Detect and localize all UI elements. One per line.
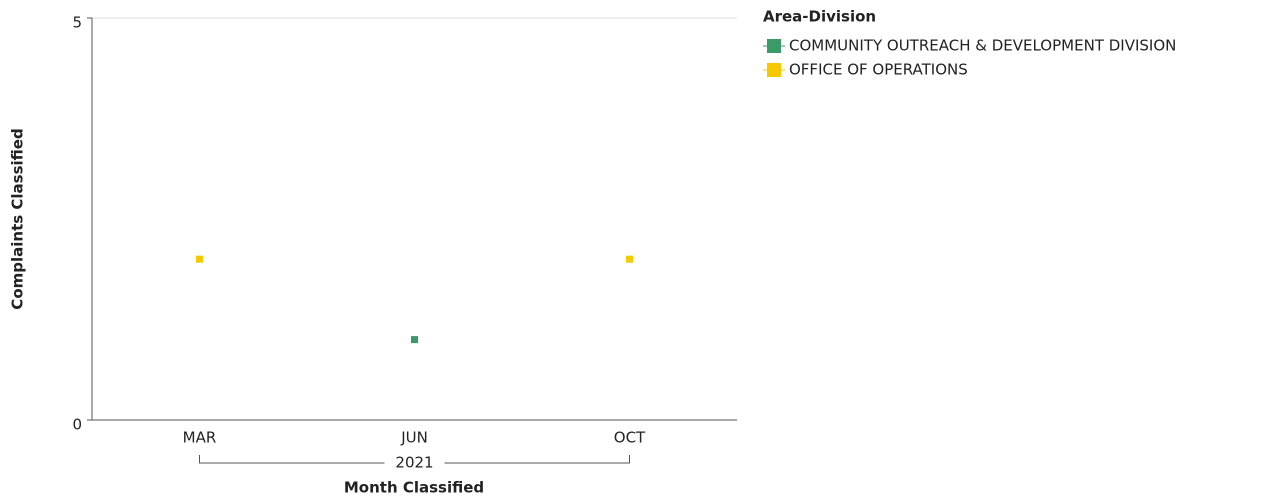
point (411, 336, 418, 344)
group-bracket (199, 455, 630, 464)
legend-title: Area-Division (763, 8, 876, 26)
legend-swatch (767, 39, 781, 53)
legend-label: OFFICE OF OPERATIONS (789, 61, 968, 79)
x-tick-label: JUN (400, 429, 428, 447)
legend-swatch (767, 63, 781, 77)
legend-label: COMMUNITY OUTREACH & DEVELOPMENT DIVISIO… (789, 37, 1176, 55)
point (196, 255, 203, 263)
x-axis-label: Month Classified (344, 479, 484, 497)
point (626, 255, 633, 263)
x-tick-label: MAR (183, 429, 217, 447)
x-group-label: 2021 (395, 454, 433, 472)
y-axis-label: Complaints Classified (9, 128, 27, 309)
x-tick-label: OCT (614, 429, 646, 447)
y-tick-label: 5 (72, 14, 82, 32)
y-tick-label: 0 (72, 416, 82, 434)
